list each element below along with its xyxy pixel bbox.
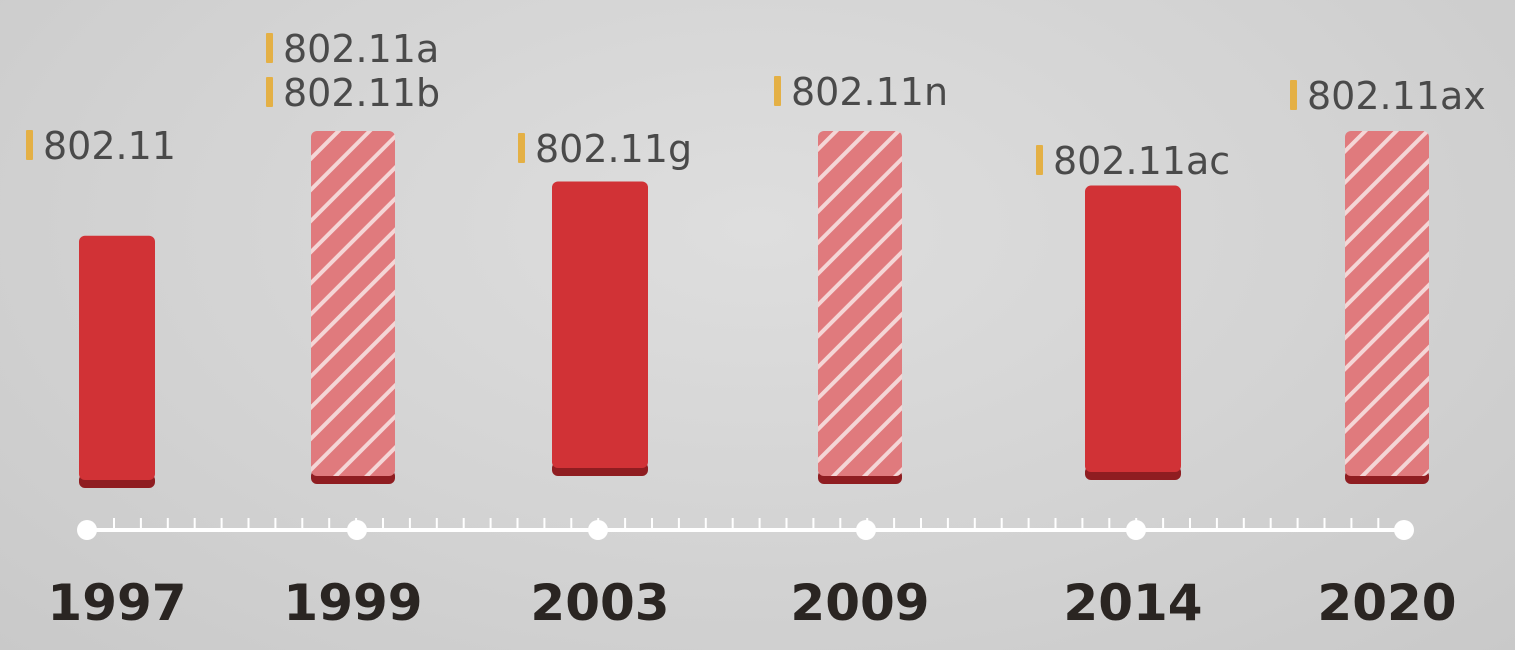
label-marker-icon xyxy=(518,133,525,163)
year-label-2003: 2003 xyxy=(530,574,669,632)
timeline-dot-2020 xyxy=(1394,520,1414,540)
standard-label-802-11ac: 802.11ac xyxy=(1053,139,1230,183)
bar-1997 xyxy=(79,235,155,480)
label-marker-icon xyxy=(266,33,273,63)
timeline-axis xyxy=(77,518,1414,540)
bar-2014 xyxy=(1085,185,1181,472)
year-label-2020: 2020 xyxy=(1317,574,1456,632)
bar-1999 xyxy=(311,131,395,476)
standard-label-802-11b: 802.11b xyxy=(283,71,440,115)
timeline-dot-2003 xyxy=(588,520,608,540)
bar-2003 xyxy=(552,181,648,469)
label-marker-icon xyxy=(774,76,781,106)
bar-series xyxy=(79,131,1429,488)
year-label-2014: 2014 xyxy=(1063,574,1202,632)
year-label-2009: 2009 xyxy=(790,574,929,632)
standard-label-802-11n: 802.11n xyxy=(791,70,948,114)
label-marker-icon xyxy=(26,130,33,160)
bar-2009 xyxy=(818,131,902,476)
standard-label-802-11a: 802.11a xyxy=(283,27,439,71)
timeline-dot-2014 xyxy=(1126,520,1146,540)
bar-2020 xyxy=(1345,131,1429,476)
standard-label-802-11g: 802.11g xyxy=(535,127,692,171)
year-tick-labels: 1997 1999 2003 2009 2014 2020 xyxy=(47,574,1456,632)
year-label-1999: 1999 xyxy=(283,574,422,632)
label-marker-icon xyxy=(1290,80,1297,110)
timeline-dot-1999 xyxy=(347,520,367,540)
label-marker-icon xyxy=(1036,145,1043,175)
timeline-dot-2009 xyxy=(856,520,876,540)
standard-label-802-11: 802.11 xyxy=(43,124,176,168)
label-marker-icon xyxy=(266,77,273,107)
year-label-1997: 1997 xyxy=(47,574,186,632)
standard-label-802-11ax: 802.11ax xyxy=(1307,74,1486,118)
timeline-dot-1997 xyxy=(77,520,97,540)
